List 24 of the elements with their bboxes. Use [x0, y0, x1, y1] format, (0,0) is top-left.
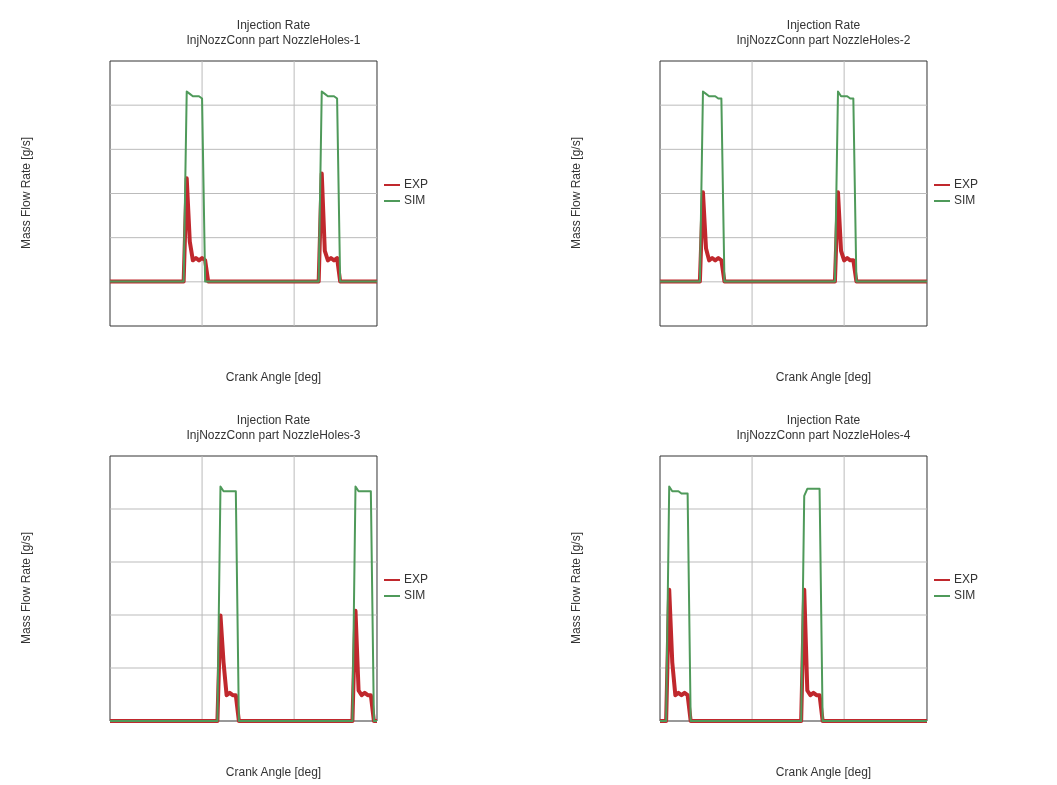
legend-label: SIM — [953, 193, 976, 208]
x-axis-title: Crank Angle [deg] — [774, 765, 873, 779]
legend-label: SIM — [953, 588, 976, 603]
y-axis-title: Mass Flow Rate [g/s] — [19, 136, 33, 250]
x-axis-title: Crank Angle [deg] — [774, 370, 873, 384]
legend-label: EXP — [403, 572, 428, 587]
y-axis-title: Mass Flow Rate [g/s] — [19, 531, 33, 645]
chart-title: Injection Rate — [235, 18, 312, 33]
x-axis-title: Crank Angle [deg] — [224, 765, 323, 779]
chart-title: Injection Rate — [785, 413, 862, 428]
y-axis-title: Mass Flow Rate [g/s] — [569, 531, 583, 645]
chart-subtitle: InjNozzConn part NozzleHoles-1 — [185, 33, 362, 48]
chart-title: Injection Rate — [235, 413, 312, 428]
legend-label: SIM — [403, 193, 426, 208]
chart-subtitle: InjNozzConn part NozzleHoles-2 — [735, 33, 912, 48]
legend-label: EXP — [953, 177, 978, 192]
chart-title: Injection Rate — [785, 18, 862, 33]
y-axis-title: Mass Flow Rate [g/s] — [569, 136, 583, 250]
chart-subtitle: InjNozzConn part NozzleHoles-3 — [185, 428, 362, 443]
chart-subtitle: InjNozzConn part NozzleHoles-4 — [735, 428, 912, 443]
x-axis-title: Crank Angle [deg] — [224, 370, 323, 384]
legend-label: SIM — [403, 588, 426, 603]
legend-label: EXP — [953, 572, 978, 587]
legend-label: EXP — [403, 177, 428, 192]
